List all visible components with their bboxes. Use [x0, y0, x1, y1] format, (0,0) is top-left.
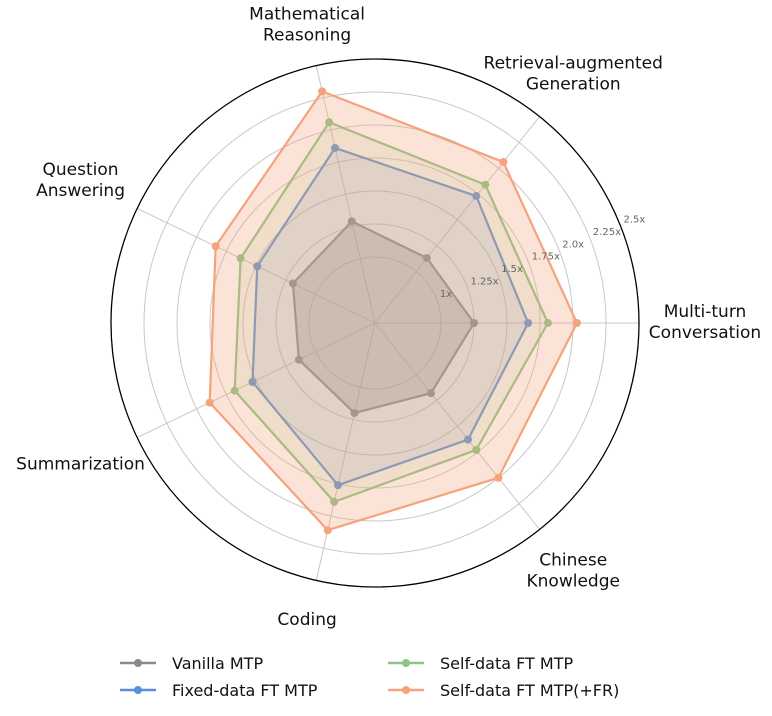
- series-fill: [234, 122, 548, 502]
- category-label-line: Summarization: [16, 454, 145, 474]
- legend-item: Vanilla MTP: [120, 654, 263, 673]
- legend-marker-icon: [402, 659, 410, 667]
- data-point: [499, 158, 508, 167]
- legend-marker-icon: [134, 659, 142, 667]
- data-point: [331, 143, 340, 152]
- series-fill: [292, 221, 474, 414]
- category-label: Retrieval-augmented Generation: [484, 53, 663, 94]
- series-line: [251, 146, 530, 487]
- data-point: [230, 386, 239, 395]
- data-point: [463, 435, 472, 444]
- radial-tick-label: 1.5x: [501, 264, 523, 275]
- category-label: Chinese Knowledge: [527, 551, 620, 592]
- category-label: Mathematical Reasoning: [249, 5, 365, 46]
- category-label-line: Multi-turn: [664, 302, 747, 322]
- category-label-line: Reasoning: [263, 26, 351, 46]
- category-label-line: Mathematical: [249, 5, 365, 25]
- grid-spoke: [374, 116, 540, 324]
- radial-tick-label: 2.25x: [593, 227, 621, 238]
- data-point: [481, 180, 490, 189]
- category-label-line: Chinese: [539, 551, 607, 571]
- radial-tick-label: 2.5x: [623, 215, 645, 226]
- category-label-line: Retrieval-augmented: [484, 53, 663, 73]
- radial-tick-label: 1.25x: [470, 276, 498, 287]
- data-point: [323, 526, 332, 535]
- category-label: Multi-turn Conversation: [649, 302, 761, 343]
- series-line: [208, 90, 579, 532]
- data-point: [422, 253, 431, 262]
- data-point: [236, 254, 245, 263]
- legend-label: Self-data FT MTP(+FR): [440, 681, 619, 700]
- data-point: [543, 319, 552, 327]
- legend-item: Self-data FT MTP: [388, 654, 573, 673]
- outer-frame: [110, 58, 640, 588]
- data-point: [472, 192, 481, 201]
- data-point: [205, 398, 214, 407]
- radial-tick-label: 1.75x: [532, 252, 560, 263]
- legend: Vanilla MTP Fixed-data FT MTP Self-data FT…: [120, 654, 619, 700]
- data-point: [253, 262, 262, 271]
- category-label: Coding: [277, 610, 336, 630]
- data-point: [494, 473, 503, 482]
- category-label-line: Conversation: [649, 323, 761, 343]
- category-label-line: Answering: [36, 181, 125, 201]
- series-line: [233, 121, 550, 503]
- category-label-line: Generation: [526, 74, 621, 94]
- legend-label: Self-data FT MTP: [440, 654, 573, 673]
- series-fill: [209, 91, 577, 531]
- series-fill: [252, 147, 529, 486]
- data-point: [330, 497, 339, 506]
- legend-label: Fixed-data FT MTP: [172, 681, 318, 700]
- legend-item: Self-data FT MTP(+FR): [388, 681, 619, 700]
- category-label-line: Coding: [277, 610, 336, 630]
- legend-label: Vanilla MTP: [172, 654, 263, 673]
- data-point: [470, 319, 478, 327]
- grid-spoke: [315, 65, 376, 324]
- series-layer: [205, 87, 581, 535]
- data-point: [524, 319, 533, 327]
- data-point: [294, 355, 303, 364]
- data-point: [288, 279, 297, 288]
- data-point: [333, 481, 342, 490]
- data-point: [472, 445, 481, 454]
- legend-marker-icon: [134, 686, 142, 694]
- data-point: [211, 242, 220, 251]
- legend-marker-icon: [402, 686, 410, 694]
- grid-spoke: [374, 322, 540, 530]
- category-label-line: Question: [43, 160, 119, 180]
- category-labels: Multi-turn Conversation Retrieval-augmente…: [16, 5, 761, 630]
- category-label: Summarization: [16, 454, 145, 474]
- category-label-line: Knowledge: [527, 572, 620, 592]
- grid-spoke: [315, 322, 376, 581]
- category-label: Question Answering: [36, 160, 125, 201]
- data-point: [318, 87, 327, 96]
- data-point: [350, 409, 359, 418]
- radial-tick-label: 1x: [440, 289, 452, 300]
- data-point: [572, 319, 581, 327]
- data-point: [248, 377, 257, 386]
- data-point: [325, 118, 334, 127]
- series-line: [291, 220, 476, 415]
- data-point: [347, 217, 356, 226]
- data-point: [426, 389, 435, 398]
- radial-tick-label: 2.0x: [562, 239, 584, 250]
- legend-item: Fixed-data FT MTP: [120, 681, 318, 700]
